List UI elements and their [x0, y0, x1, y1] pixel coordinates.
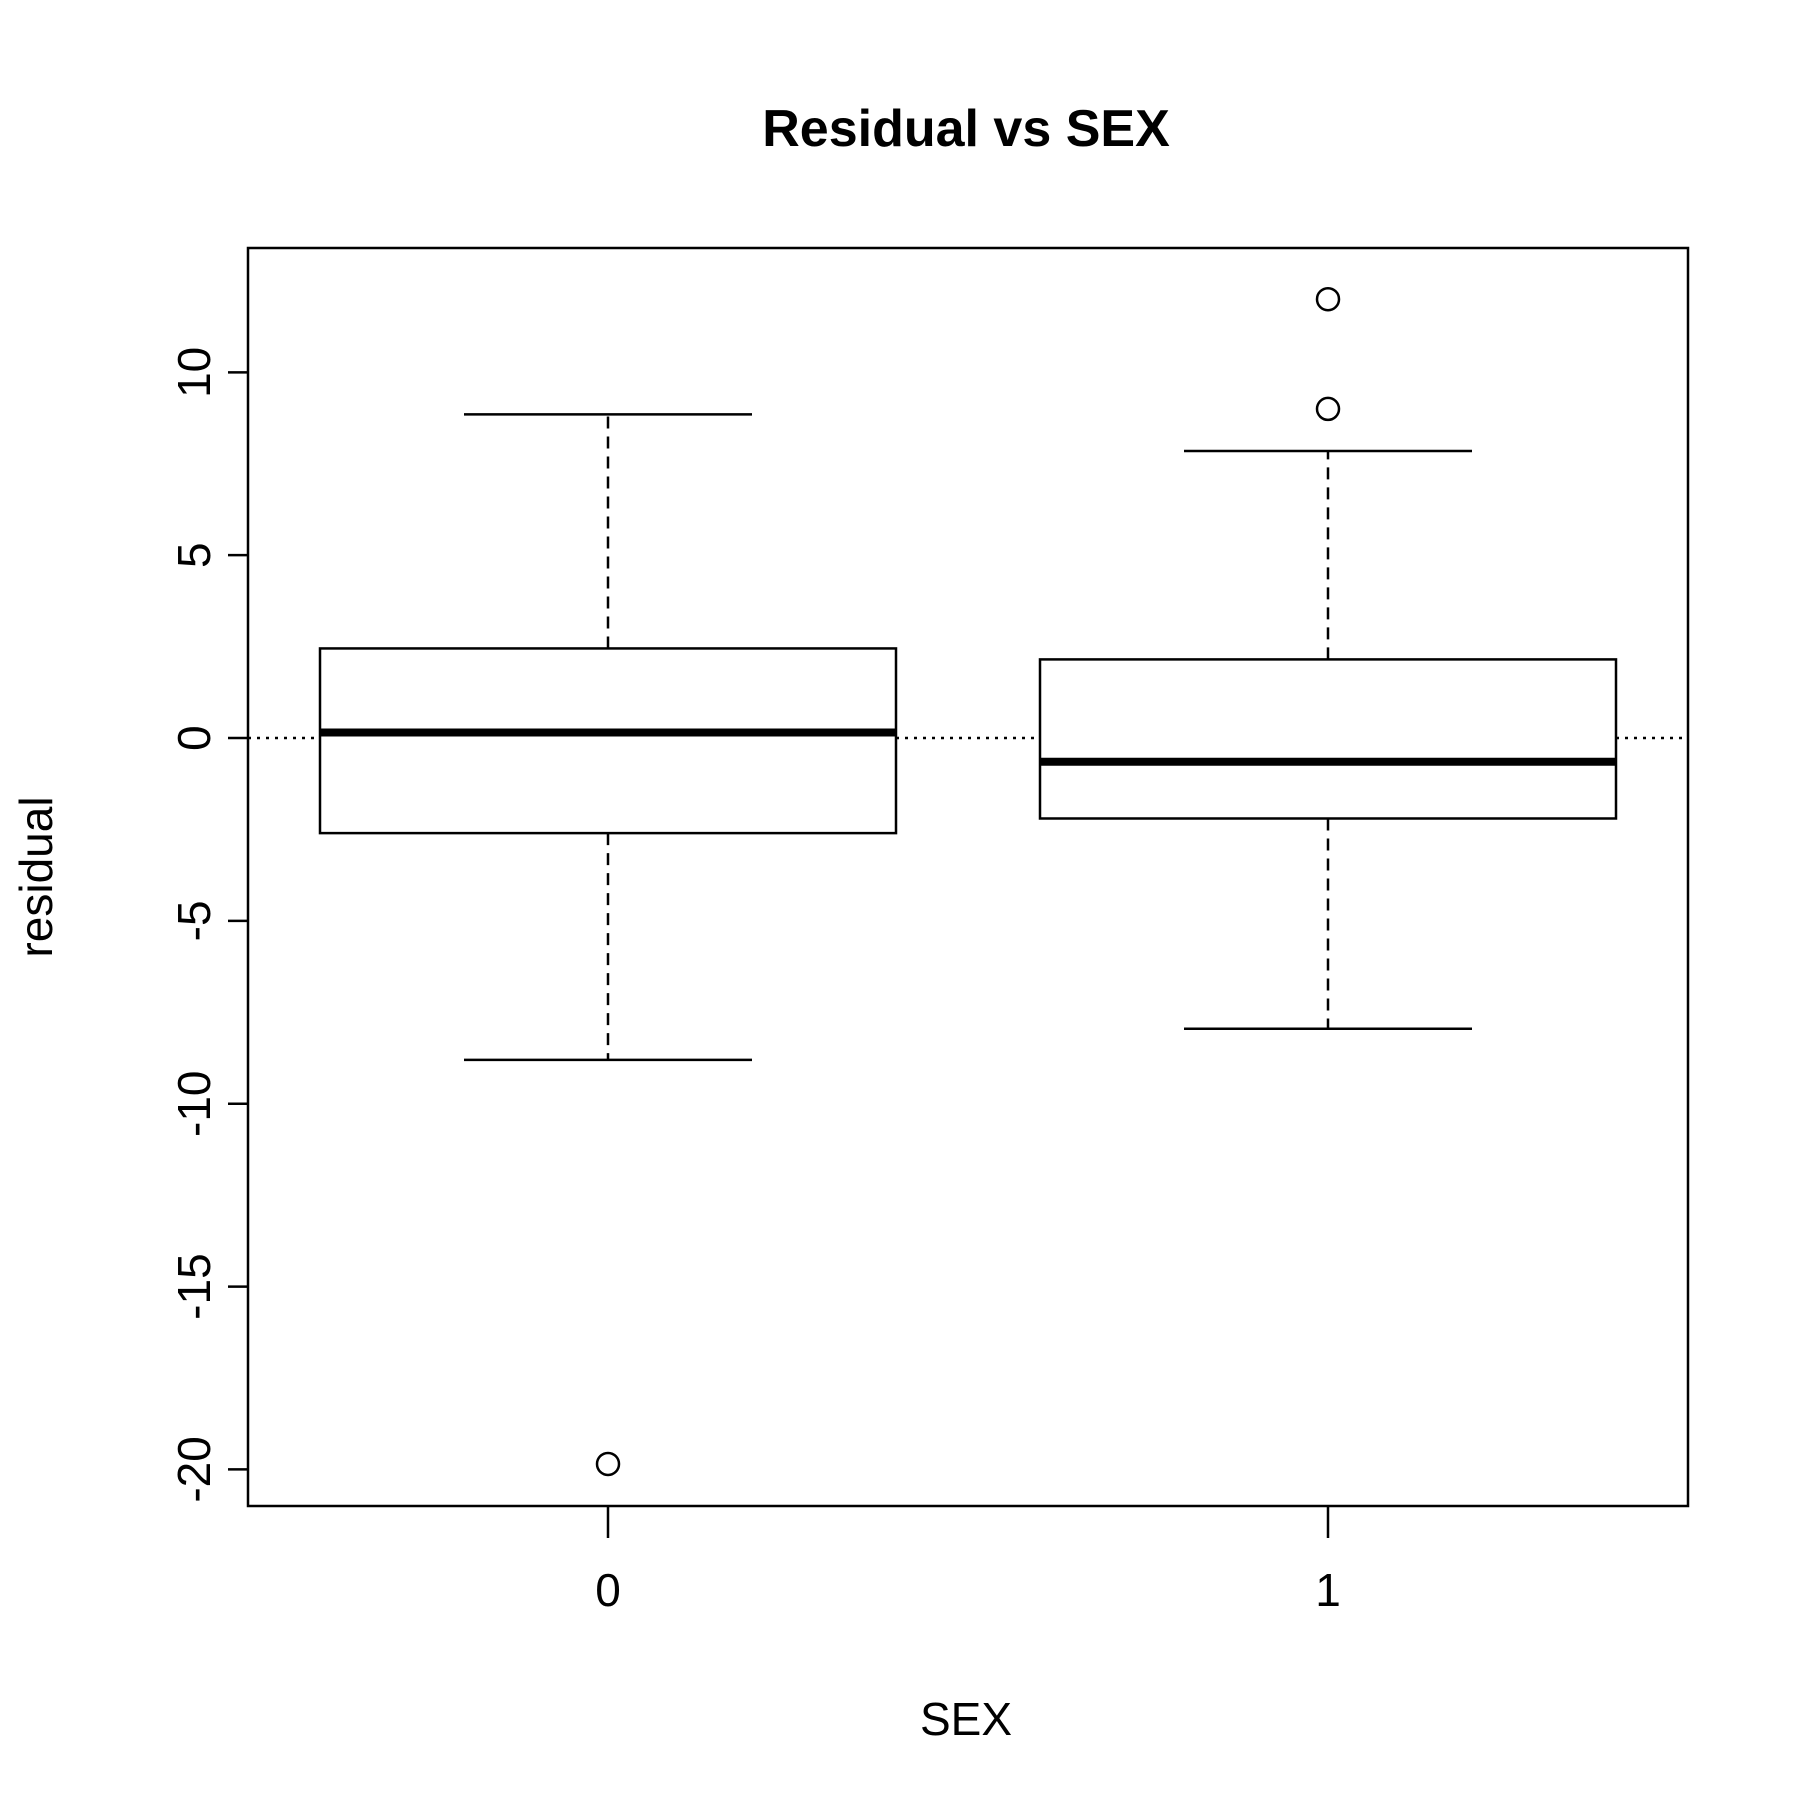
y-tick-label: -20	[168, 1436, 220, 1502]
x-tick-label: 0	[595, 1564, 621, 1616]
boxes-group	[318, 286, 1618, 1477]
iqr-box	[318, 647, 898, 835]
plot-frame	[246, 246, 1690, 1508]
y-tick-label: 0	[168, 725, 220, 751]
outlier-point	[1315, 396, 1341, 422]
y-axis-label: residual	[10, 796, 62, 957]
y-axis: -20 -15 -10 -5 0 5 10	[168, 347, 248, 1503]
chart-title: Residual vs SEX	[762, 100, 1170, 158]
x-tick-label: 1	[1315, 1564, 1341, 1616]
x-axis-label: SEX	[920, 1693, 1012, 1745]
outlier-point	[595, 1451, 621, 1477]
y-tick-label: -10	[168, 1070, 220, 1136]
outlier-point	[1315, 286, 1341, 312]
y-tick-label: 5	[168, 542, 220, 568]
iqr-box	[1038, 658, 1618, 820]
y-tick-label: -15	[168, 1253, 220, 1319]
y-tick-label: -5	[168, 900, 220, 941]
y-tick-label: 10	[168, 347, 220, 398]
